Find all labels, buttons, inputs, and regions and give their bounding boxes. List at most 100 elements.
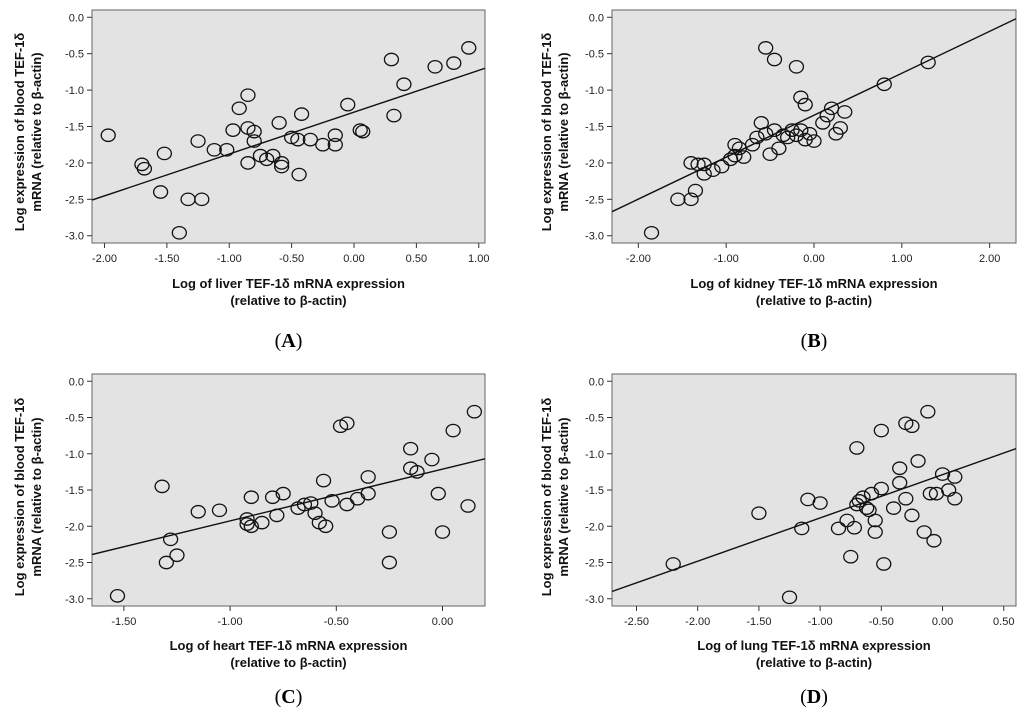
y-tick-label: 0.0 [69,12,84,24]
data-point [934,467,951,481]
data-point [788,59,805,74]
x-tick-label: 1.00 [468,253,489,265]
data-point [705,163,721,178]
data-point [290,132,306,147]
data-point [136,161,153,176]
data-point [239,512,255,526]
x-tick-label: -1.00 [808,616,833,628]
data-point [211,503,228,518]
data-point [206,142,222,157]
data-point [727,148,743,163]
panel-label: (D) [800,686,828,708]
data-point [867,525,883,539]
data-point [265,148,281,163]
data-point [327,128,343,143]
y-axis-title: mRNA (relative to β-actin) [556,52,571,211]
data-point [171,225,187,240]
y-tick-label: 0.0 [69,376,84,388]
y-axis-title: mRNA (relative to β-actin) [29,52,44,211]
x-axis-title: Log of kidney TEF-1δ mRNA expression [690,276,937,291]
data-point [797,97,813,112]
data-point [801,126,818,141]
x-axis-title: Log of lung TEF-1δ mRNA expression [697,638,931,653]
data-point [243,519,259,534]
data-point [190,504,206,519]
data-point [446,56,462,71]
data-point [867,513,883,528]
data-point [100,128,116,143]
data-point [340,97,356,112]
data-point [109,588,126,603]
x-tick-label: 0.00 [932,616,953,628]
data-point [744,137,761,152]
data-point [910,454,926,468]
data-point [154,479,170,494]
data-point [670,192,686,207]
y-tick-label: -1.0 [65,85,84,97]
data-point [315,137,331,152]
data-point [751,506,767,521]
data-point [714,159,730,174]
data-point [793,123,809,137]
y-tick-label: -1.5 [585,485,604,497]
x-axis-title: (relative to β-actin) [756,655,872,670]
y-tick-label: -2.5 [585,194,604,206]
y-tick-label: -2.5 [585,558,604,570]
data-point [806,134,822,148]
data-point [460,499,476,513]
y-axis-title: mRNA (relative to β-actin) [29,417,44,576]
y-tick-label: -3.0 [65,231,84,243]
plot-area-b [611,9,1017,244]
data-point [843,549,859,564]
data-point [194,192,210,207]
data-point [273,159,290,174]
data-point [283,130,300,145]
data-point [409,465,425,479]
data-point [758,126,774,141]
data-point [231,101,247,116]
data-point [643,225,660,240]
x-tick-label: -2.00 [626,253,651,265]
data-point [920,404,936,419]
y-tick-label: -1.5 [585,122,604,134]
data-point [766,123,783,137]
y-tick-label: -1.5 [65,122,84,134]
data-point [243,490,259,505]
data-point [156,146,173,161]
x-tick-label: -1.50 [154,253,179,265]
panel-label: (C) [275,686,303,708]
data-point [246,124,262,139]
data-point [152,185,169,199]
x-axis-title: (relative to β-actin) [230,293,346,308]
data-point [430,486,446,501]
y-tick-label: -2.0 [585,521,604,533]
data-point [727,137,743,152]
data-point [683,192,699,207]
data-point [898,491,914,506]
data-point [466,404,483,419]
y-axis-title: mRNA (relative to β-actin) [556,417,571,576]
data-point [947,491,963,506]
x-tick-label: -1.00 [714,253,739,265]
data-point [169,548,185,563]
y-tick-label: -0.5 [65,413,84,425]
x-tick-label: 0.00 [432,616,453,628]
y-tick-label: -3.0 [65,594,84,606]
y-axis-title: Log expression of blood TEF-1δ [539,398,554,597]
data-point [876,557,892,571]
data-point [254,515,270,530]
x-tick-label: -1.00 [218,616,243,628]
data-point [445,423,461,438]
data-point [892,461,908,476]
data-point [873,481,889,496]
data-point [324,494,340,508]
data-point [427,59,443,74]
data-point [190,134,206,148]
data-point [771,141,787,156]
x-tick-label: 2.00 [979,253,1000,265]
fit-line [92,458,485,556]
y-tick-label: -0.5 [585,49,604,61]
plot-area-a [91,9,486,244]
data-point [246,134,262,148]
